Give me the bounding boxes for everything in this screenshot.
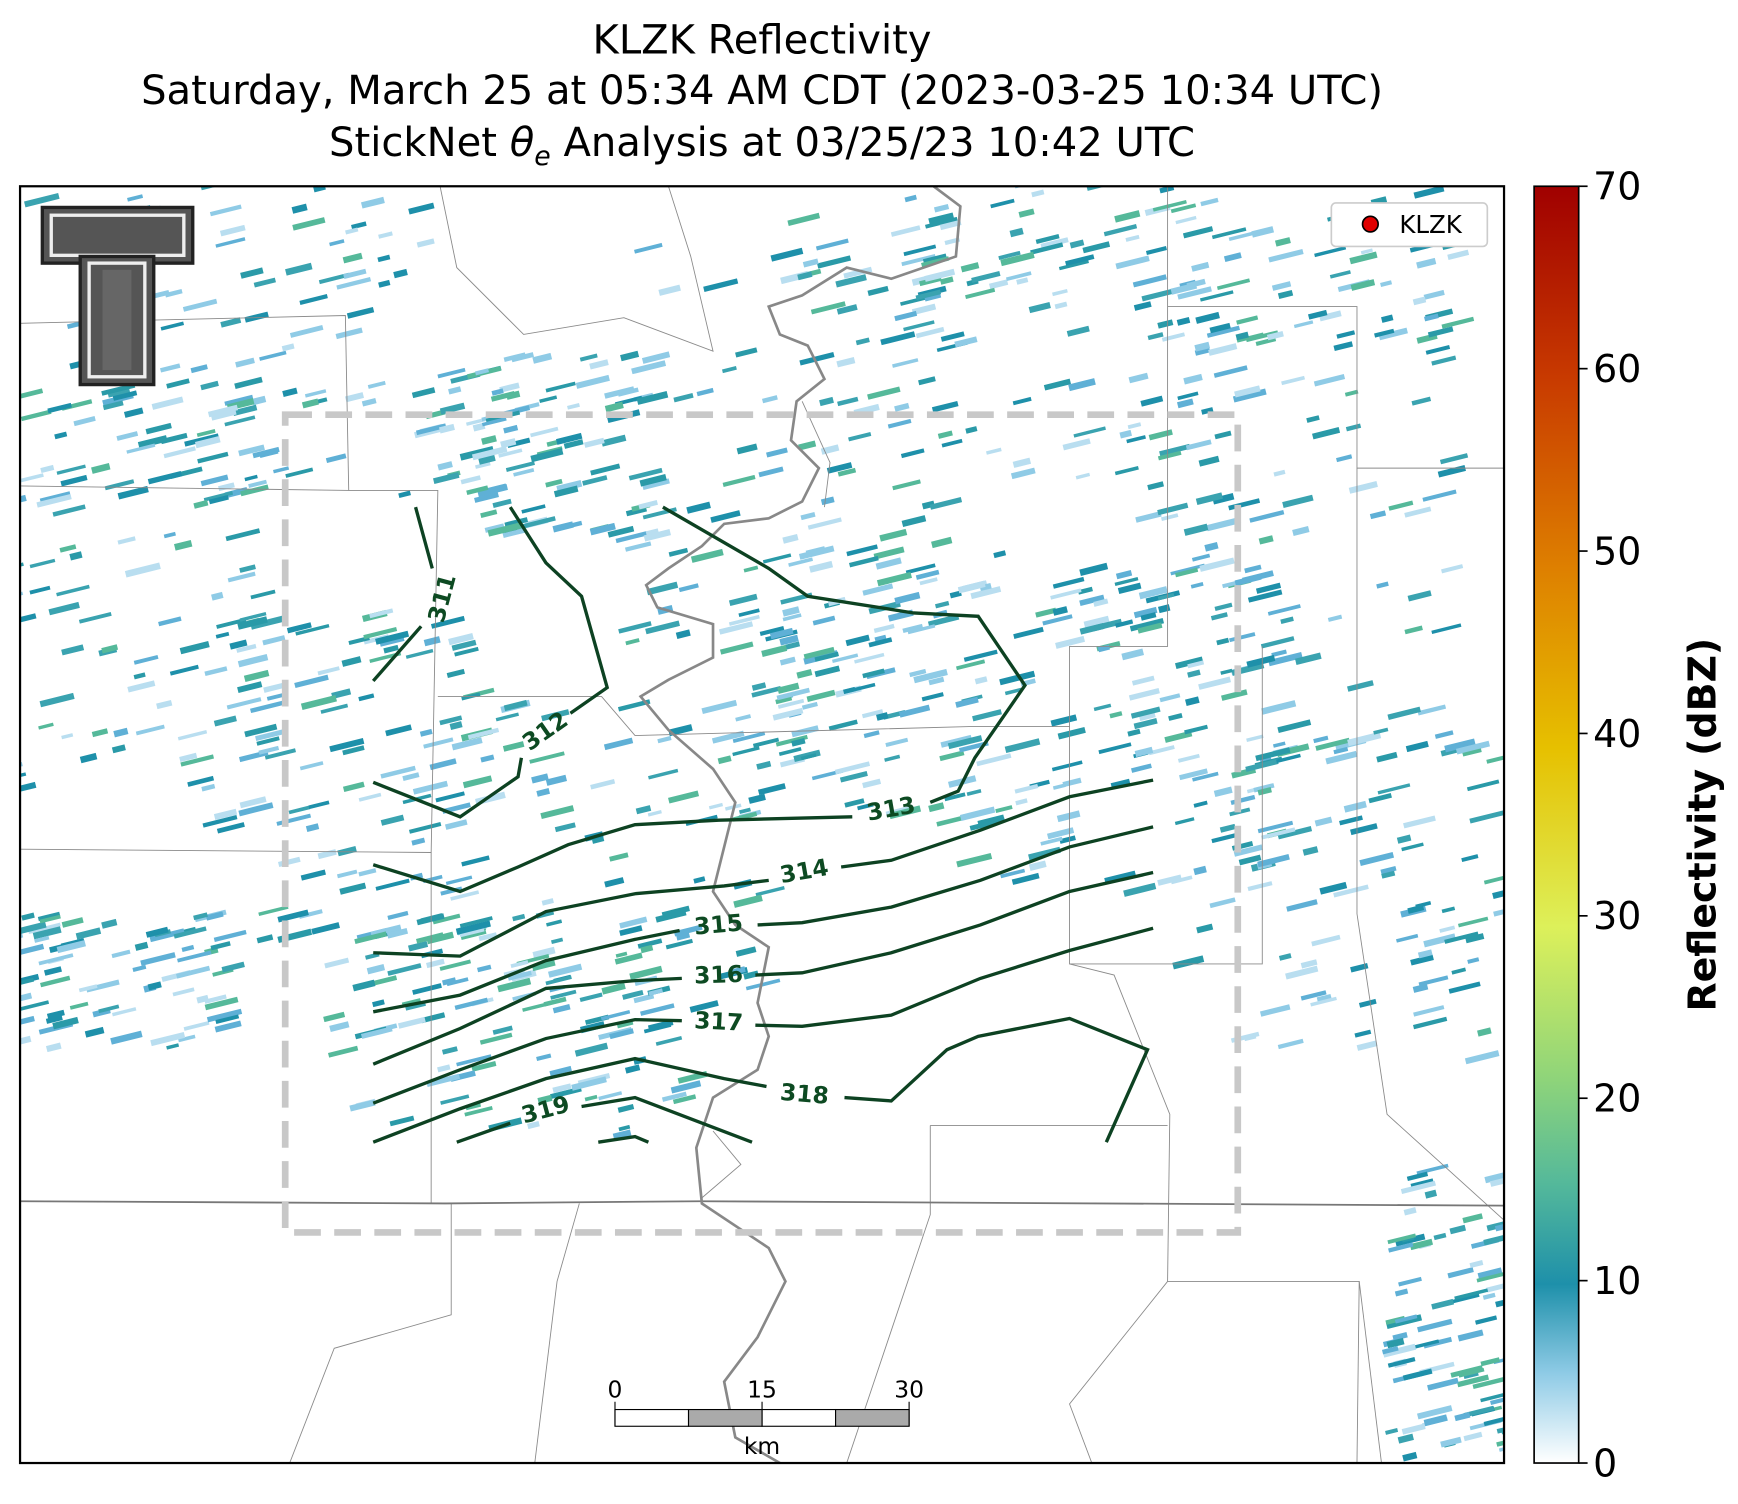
radar-echo bbox=[1069, 174, 1099, 185]
radar-echo bbox=[1428, 168, 1447, 178]
radar-echo bbox=[0, 968, 16, 979]
scale-tick-label: 15 bbox=[747, 1375, 777, 1403]
radar-echo bbox=[0, 908, 17, 921]
contour-label: 315 bbox=[693, 908, 744, 940]
legend: KLZK bbox=[1331, 203, 1487, 246]
title-line-2: Saturday, March 25 at 05:34 AM CDT (2023… bbox=[141, 68, 1383, 114]
colorbar-tick-label: 50 bbox=[1593, 529, 1641, 573]
radar-echo bbox=[1394, 167, 1425, 179]
radar-echo bbox=[1067, 166, 1088, 175]
colorbar: 0 10 20 30 40 50 60 70 bbox=[1534, 165, 1641, 1486]
colorbar-label: Reflectivity (dBZ) bbox=[1681, 638, 1725, 1012]
scale-segment bbox=[689, 1410, 763, 1427]
radar-echo bbox=[1504, 1174, 1533, 1184]
radar-echo bbox=[1513, 1249, 1528, 1258]
colorbar-tick-label: 60 bbox=[1593, 347, 1641, 391]
colorbar-tick-label: 10 bbox=[1593, 1259, 1641, 1303]
scale-tick-label: 30 bbox=[894, 1375, 924, 1403]
contour-label: 316 bbox=[694, 960, 744, 990]
scale-segment bbox=[762, 1410, 836, 1427]
radar-echo bbox=[0, 1039, 14, 1049]
radar-echo bbox=[1507, 1341, 1525, 1350]
scale-segment bbox=[615, 1410, 689, 1427]
legend-marker bbox=[1363, 216, 1379, 232]
radar-echo bbox=[1515, 1346, 1532, 1355]
scale-unit: km bbox=[744, 1432, 780, 1460]
scale-segment bbox=[836, 1410, 910, 1427]
colorbar-gradient bbox=[1534, 186, 1579, 1463]
title-symbol: θ bbox=[510, 120, 535, 166]
legend-label: KLZK bbox=[1399, 210, 1462, 239]
contour-label: 317 bbox=[694, 1006, 744, 1037]
title-line-3: StickNet θe Analysis at 03/25/23 10:42 U… bbox=[329, 120, 1195, 175]
colorbar-tick-label: 70 bbox=[1593, 165, 1641, 209]
title-suffix: Analysis at 03/25/23 10:42 UTC bbox=[563, 120, 1195, 166]
title-prefix: StickNet bbox=[329, 120, 497, 166]
colorbar-tick-label: 40 bbox=[1593, 712, 1641, 756]
radar-echo bbox=[1511, 1315, 1526, 1324]
title-subscript: e bbox=[534, 141, 550, 172]
radar-echo bbox=[1508, 1329, 1521, 1336]
radar-echo bbox=[267, 166, 294, 178]
contour-label: 318 bbox=[779, 1078, 830, 1110]
colorbar-tick-label: 20 bbox=[1593, 1077, 1641, 1121]
colorbar-tick-label: 30 bbox=[1593, 894, 1641, 938]
colorbar-tick-label: 0 bbox=[1593, 1441, 1617, 1485]
title-line-1: KLZK Reflectivity bbox=[593, 18, 932, 64]
radar-echo bbox=[3, 781, 18, 790]
radar-echo bbox=[1226, 175, 1244, 185]
scale-tick-label: 0 bbox=[608, 1375, 623, 1403]
